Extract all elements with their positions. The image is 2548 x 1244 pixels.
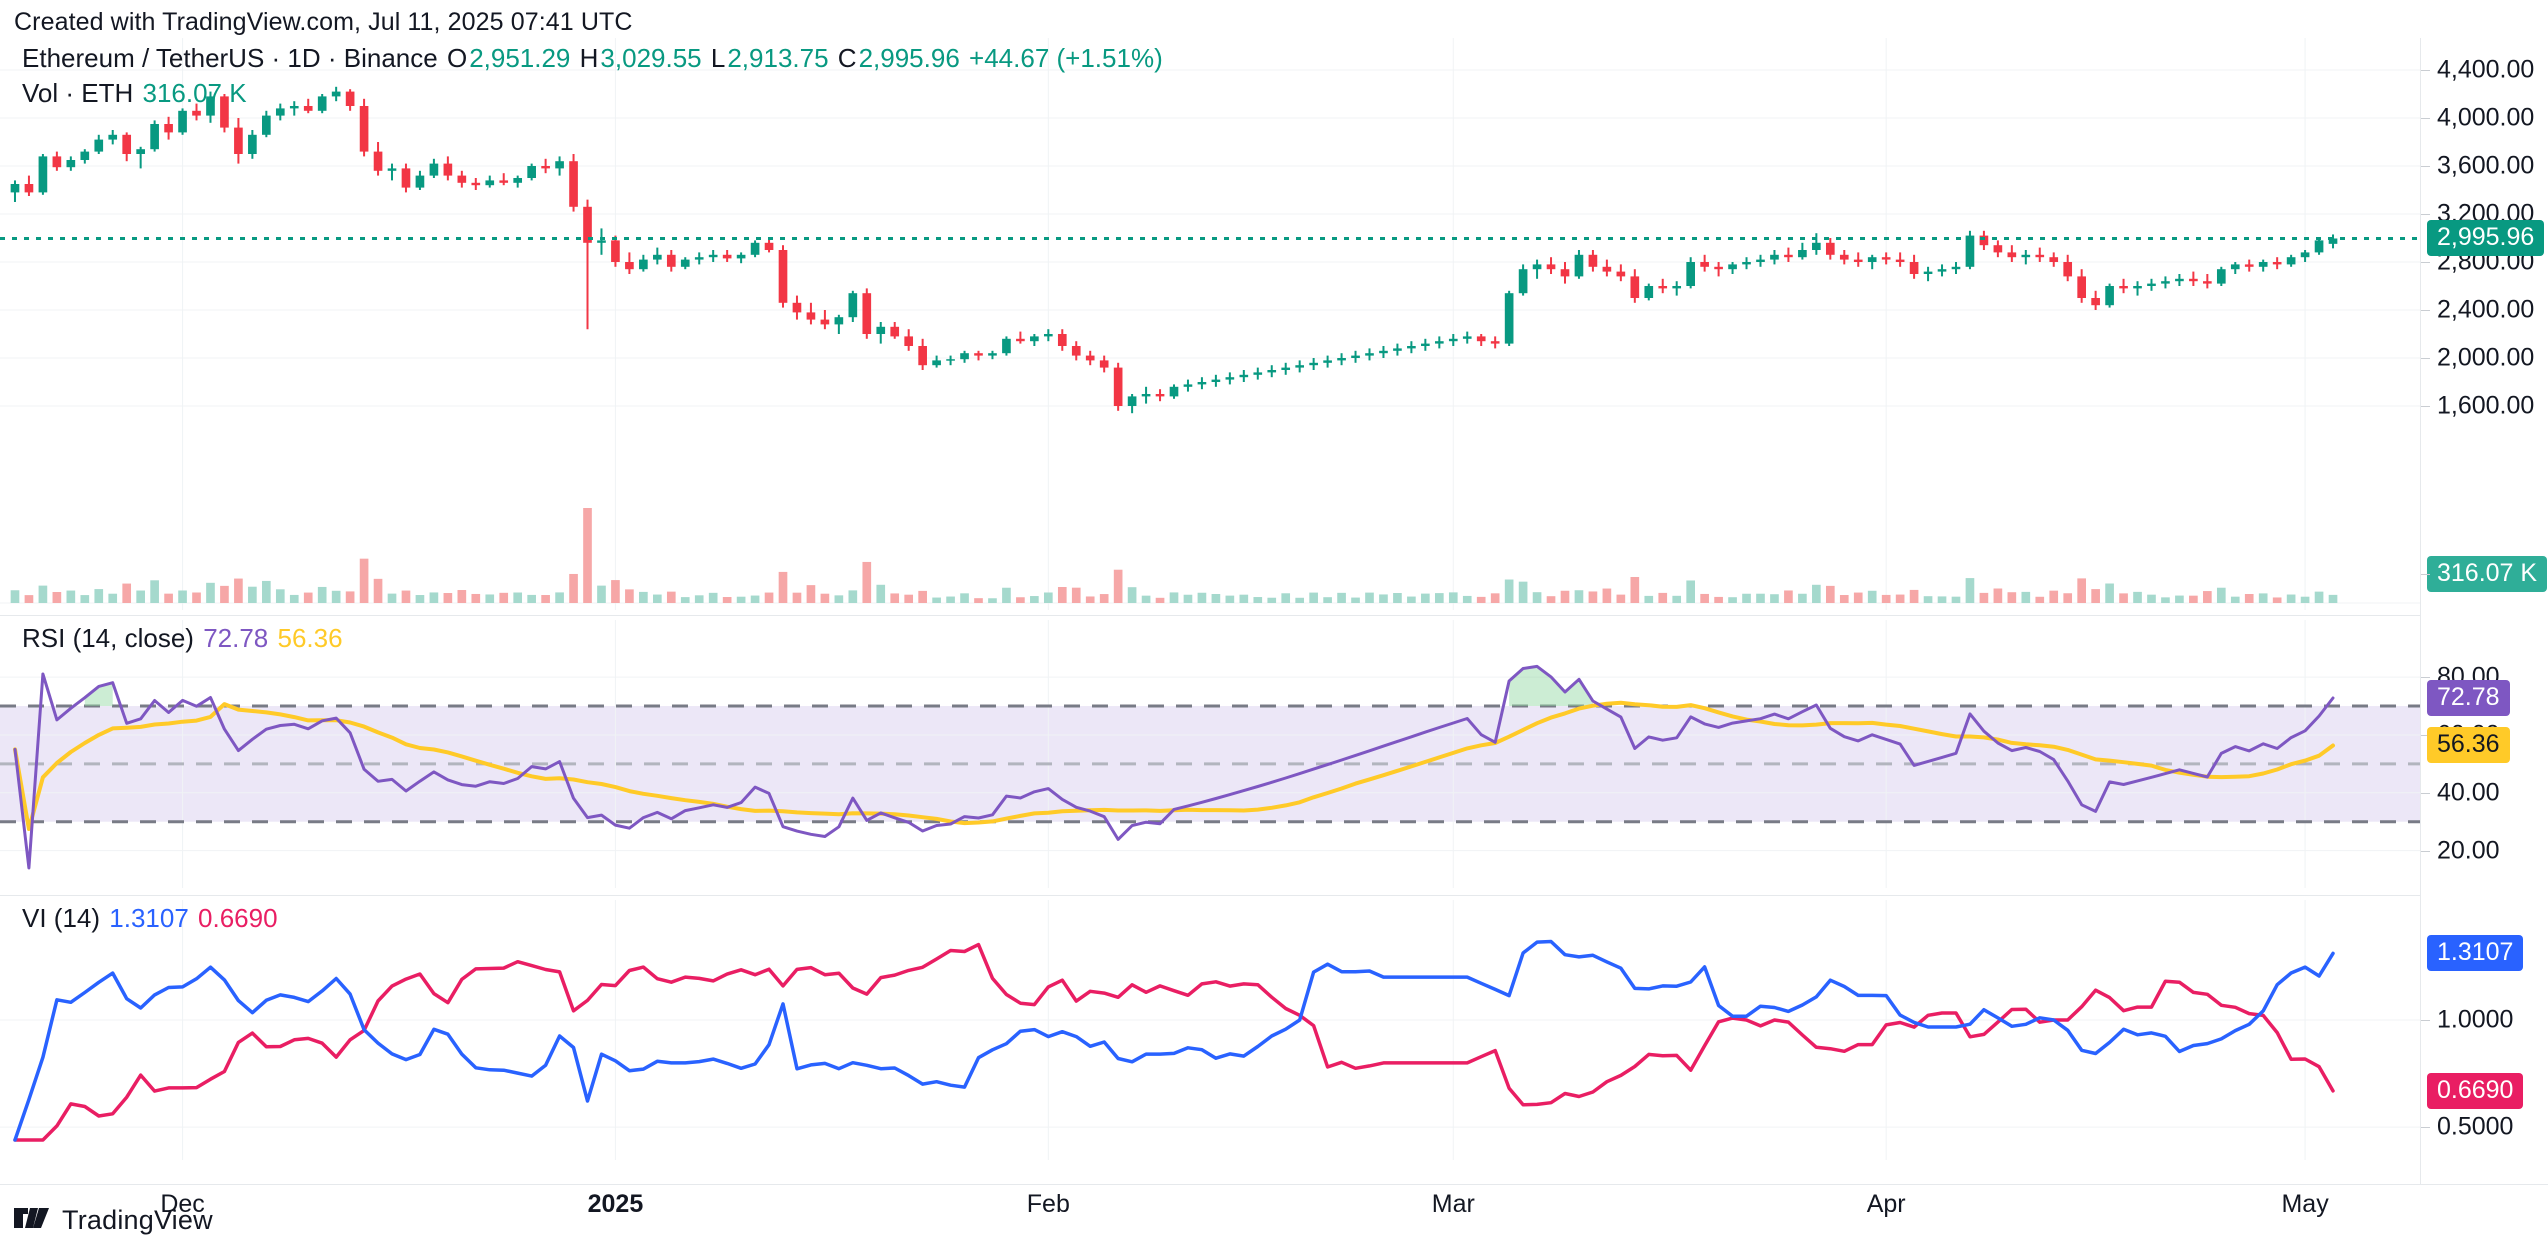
price-axis-tick: 2,400.00: [2437, 295, 2535, 324]
pane-separator-1: [0, 615, 2548, 616]
rsi-ma-value-badge[interactable]: 56.36: [2427, 727, 2510, 764]
price-axis-tick: 4,400.00: [2437, 55, 2535, 84]
legend-h-value: 3,029.55: [600, 43, 702, 73]
rsi-plot-svg: [0, 620, 2420, 888]
axis-dash: [2421, 262, 2430, 263]
rsi-value-badge[interactable]: 72.78: [2427, 680, 2510, 716]
vi-plot-svg: [0, 900, 2420, 1160]
axis-dash: [2421, 70, 2430, 71]
legend-c-value: 2,995.96: [858, 43, 960, 73]
pane-separator-2: [0, 895, 2548, 896]
time-axis-tick: Dec: [160, 1190, 205, 1218]
axis-dash: [2421, 310, 2430, 311]
rsi-legend-ma-value: 56.36: [277, 623, 343, 653]
tradingview-brand[interactable]: TradingView: [14, 1205, 213, 1236]
last-price-badge[interactable]: 2,995.96: [2427, 220, 2545, 257]
time-axis-tick: May: [2281, 1190, 2329, 1218]
vi-axis-tick: 0.5000: [2437, 1112, 2514, 1141]
credit-line: Created with TradingView.com, Jul 11, 20…: [14, 8, 633, 36]
axis-dash: [2421, 734, 2430, 736]
vi-legend-title[interactable]: VI (14): [22, 903, 101, 933]
time-axis-tick: Mar: [1431, 1190, 1475, 1218]
vi-minus-value-badge[interactable]: 0.6690: [2427, 1072, 2524, 1109]
volume-legend[interactable]: Vol · ETH 316.07 K: [22, 80, 249, 106]
axis-dash: [2421, 406, 2430, 407]
vi-legend-minus-value: 0.6690: [198, 903, 278, 933]
legend-symbol[interactable]: Ethereum / TetherUS · 1D · Binance: [22, 43, 438, 73]
axis-dash: [2421, 1127, 2430, 1129]
axis-dash: [2421, 358, 2430, 359]
price-axis[interactable]: 4,400.00 4,000.00 3,600.00 3,200.00 2,800.00…: [2420, 38, 2548, 1184]
legend-o-value: 2,951.29: [469, 43, 571, 73]
legend-l-value: 2,913.75: [727, 43, 829, 73]
volume-legend-title[interactable]: Vol · ETH: [22, 78, 134, 108]
legend-c-label: C: [837, 43, 857, 73]
axis-dash: [2421, 166, 2430, 167]
vi-plus-value-badge[interactable]: 1.3107: [2427, 935, 2524, 972]
axis-dash: [2421, 118, 2430, 119]
volume-value-badge[interactable]: 316.07 K: [2427, 556, 2548, 592]
time-axis[interactable]: Dec2025FebMarAprMayJunJul: [0, 1184, 2548, 1221]
time-axis-tick: Apr: [1866, 1190, 1906, 1218]
axis-dash: [2421, 850, 2430, 852]
time-axis-tick: 2025: [587, 1190, 644, 1218]
price-axis-tick: 4,000.00: [2437, 103, 2535, 132]
legend-l-label: L: [710, 43, 726, 73]
axis-dash: [2421, 1020, 2430, 1021]
legend-change: +44.67 (+1.51%): [969, 43, 1163, 73]
price-axis-tick: 1,600.00: [2437, 391, 2535, 420]
tradingview-logo-icon: [14, 1207, 50, 1234]
vi-legend-plus-value: 1.3107: [109, 903, 189, 933]
axis-dash: [2421, 214, 2430, 215]
axis-dash: [2421, 677, 2430, 679]
legend-o-label: O: [446, 43, 468, 73]
legend-h-label: H: [579, 43, 599, 73]
tradingview-wordmark: TradingView: [62, 1205, 213, 1235]
vi-pane[interactable]: [0, 900, 2420, 1160]
axis-dash: [2421, 792, 2430, 794]
rsi-legend-value: 72.78: [203, 623, 269, 653]
rsi-legend-title[interactable]: RSI (14, close): [22, 623, 194, 653]
price-pane[interactable]: [0, 38, 2420, 610]
volume-legend-value: 316.07 K: [142, 78, 247, 108]
vi-legend[interactable]: VI (14) 1.3107 0.6690: [22, 905, 280, 931]
price-legend[interactable]: Ethereum / TetherUS · 1D · Binance O2,95…: [22, 45, 1165, 71]
time-axis-tick: Feb: [1026, 1190, 1070, 1218]
rsi-axis-tick: 20.00: [2437, 836, 2500, 865]
rsi-legend[interactable]: RSI (14, close) 72.78 56.36: [22, 625, 345, 651]
price-candles-svg: [0, 38, 2420, 610]
rsi-axis-tick: 40.00: [2437, 778, 2500, 807]
vi-axis-tick: 1.0000: [2437, 1005, 2514, 1034]
chart-frame[interactable]: Ethereum / TetherUS · 1D · Binance O2,95…: [0, 38, 2548, 1184]
price-axis-tick: 2,000.00: [2437, 343, 2535, 372]
price-axis-tick: 3,600.00: [2437, 151, 2535, 180]
rsi-pane[interactable]: [0, 620, 2420, 888]
